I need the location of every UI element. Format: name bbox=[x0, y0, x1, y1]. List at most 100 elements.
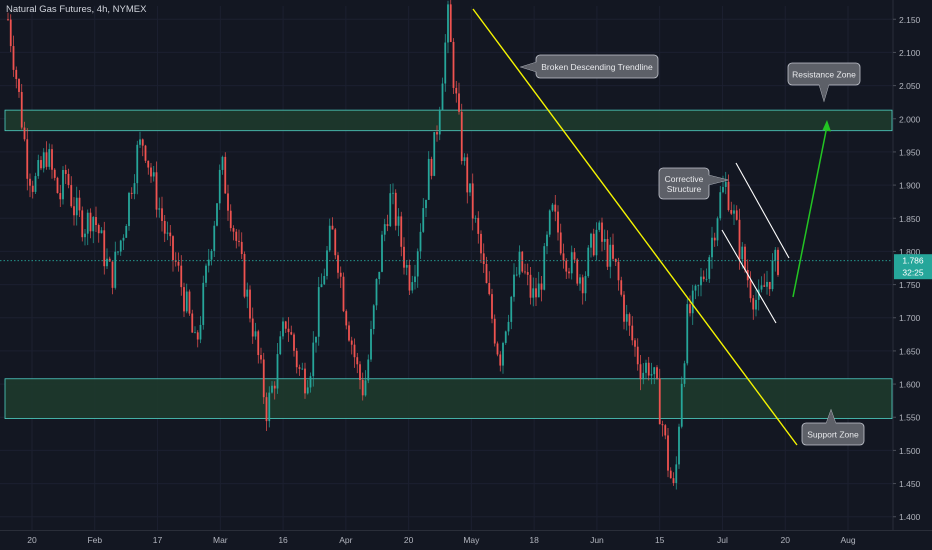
candle-body bbox=[331, 225, 334, 230]
bull-candle bbox=[397, 208, 400, 237]
candle-body bbox=[268, 392, 271, 422]
bear-candle bbox=[141, 138, 144, 157]
bull-candle bbox=[546, 231, 548, 255]
bear-candle bbox=[40, 156, 42, 171]
bull-candle bbox=[254, 322, 257, 340]
candle-body bbox=[381, 234, 383, 272]
candle-body bbox=[163, 220, 166, 234]
price-tick-label: 1.550 bbox=[899, 413, 921, 423]
price-tick-label: 2.150 bbox=[899, 15, 921, 25]
candle-body bbox=[570, 252, 573, 274]
bull-candle bbox=[697, 284, 700, 297]
bear-candle bbox=[672, 472, 675, 486]
candle-body bbox=[510, 296, 513, 322]
bull-candle bbox=[323, 268, 326, 285]
bull-candle bbox=[645, 359, 647, 379]
bear-candle bbox=[70, 176, 73, 208]
candle-body bbox=[293, 334, 295, 351]
candle-body bbox=[419, 231, 422, 252]
bull-candle bbox=[683, 360, 686, 388]
bull-candle bbox=[364, 370, 367, 397]
bear-candle bbox=[568, 267, 570, 279]
candle-body bbox=[334, 229, 337, 256]
candle-body bbox=[37, 160, 40, 177]
candle-body bbox=[232, 228, 235, 232]
candle-body bbox=[119, 240, 122, 252]
bear-candle bbox=[620, 276, 623, 297]
bear-candle bbox=[559, 223, 562, 256]
price-tick-label: 1.950 bbox=[899, 147, 921, 157]
candle-body bbox=[375, 279, 378, 306]
bear-candle bbox=[293, 332, 295, 357]
candle-body bbox=[518, 251, 521, 275]
candle-body bbox=[345, 311, 348, 326]
current-price-badge: 1.786 32:25 bbox=[894, 254, 932, 280]
candle-body bbox=[213, 225, 216, 251]
bull-candle bbox=[433, 131, 436, 177]
bear-candle bbox=[111, 261, 114, 295]
candle-body bbox=[592, 233, 595, 256]
candle-body bbox=[309, 376, 312, 388]
candle-body bbox=[730, 210, 733, 214]
bull-candle bbox=[766, 270, 768, 295]
candle-body bbox=[411, 282, 414, 291]
candle-body bbox=[493, 318, 496, 344]
candle-body bbox=[705, 278, 708, 280]
bull-candle bbox=[405, 260, 408, 276]
bear-candle bbox=[243, 251, 246, 299]
bear-candle bbox=[273, 381, 276, 400]
time-tick-label: 15 bbox=[655, 535, 665, 545]
bull-candle bbox=[328, 218, 331, 253]
candle-body bbox=[117, 251, 119, 253]
bear-candle bbox=[78, 190, 81, 218]
bear-candle bbox=[606, 230, 609, 271]
candle-body bbox=[645, 362, 647, 373]
candle-body bbox=[392, 192, 394, 194]
bull-candle bbox=[282, 317, 284, 340]
candle-body bbox=[257, 331, 260, 356]
bull-candle bbox=[771, 253, 774, 292]
price-tick-label: 1.450 bbox=[899, 479, 921, 489]
bear-candle bbox=[29, 173, 31, 198]
bull-candle bbox=[537, 271, 540, 298]
candle-body bbox=[62, 169, 64, 200]
bull-candle bbox=[207, 248, 210, 273]
candle-body bbox=[199, 324, 202, 340]
candle-body bbox=[562, 253, 565, 261]
candle-body bbox=[700, 276, 702, 286]
bear-candle bbox=[727, 174, 730, 212]
price-badge-countdown: 32:25 bbox=[902, 268, 924, 278]
candle-body bbox=[482, 253, 485, 265]
bear-candle bbox=[232, 225, 235, 241]
bull-candle bbox=[152, 165, 155, 182]
bull-candle bbox=[463, 153, 466, 166]
bear-candle bbox=[130, 187, 133, 199]
candle-body bbox=[658, 378, 661, 425]
time-tick-label: Mar bbox=[213, 535, 228, 545]
candle-body bbox=[372, 305, 375, 330]
candle-body bbox=[741, 246, 744, 260]
bear-candle bbox=[229, 204, 232, 232]
bear-candle bbox=[169, 225, 172, 247]
candle-body bbox=[238, 240, 240, 242]
bear-candle bbox=[144, 144, 147, 164]
candle-body bbox=[177, 261, 180, 266]
bear-candle bbox=[436, 125, 438, 142]
candle-body bbox=[537, 283, 540, 298]
bear-candle bbox=[260, 347, 262, 364]
price-axis[interactable]: 2.150 2.100 2.050 2.000 1.950 1.900 1.850 1.800… bbox=[892, 0, 932, 550]
candle-body bbox=[447, 4, 449, 43]
bear-candle bbox=[744, 243, 746, 273]
bear-candle bbox=[295, 347, 298, 374]
time-axis[interactable]: 20 Feb 17 Mar 16 Apr 20 May 18 Jun 15 Jul 20 Aug bbox=[0, 530, 932, 546]
candle-body bbox=[672, 478, 675, 484]
callout-label: Corrective bbox=[665, 174, 704, 184]
bull-candle bbox=[724, 171, 727, 195]
candle-body bbox=[282, 321, 284, 337]
bull-candle bbox=[590, 232, 592, 258]
time-tick-label: Apr bbox=[339, 535, 352, 545]
candle-body bbox=[100, 230, 103, 234]
bear-candle bbox=[576, 258, 579, 286]
bull-candle bbox=[268, 386, 271, 428]
